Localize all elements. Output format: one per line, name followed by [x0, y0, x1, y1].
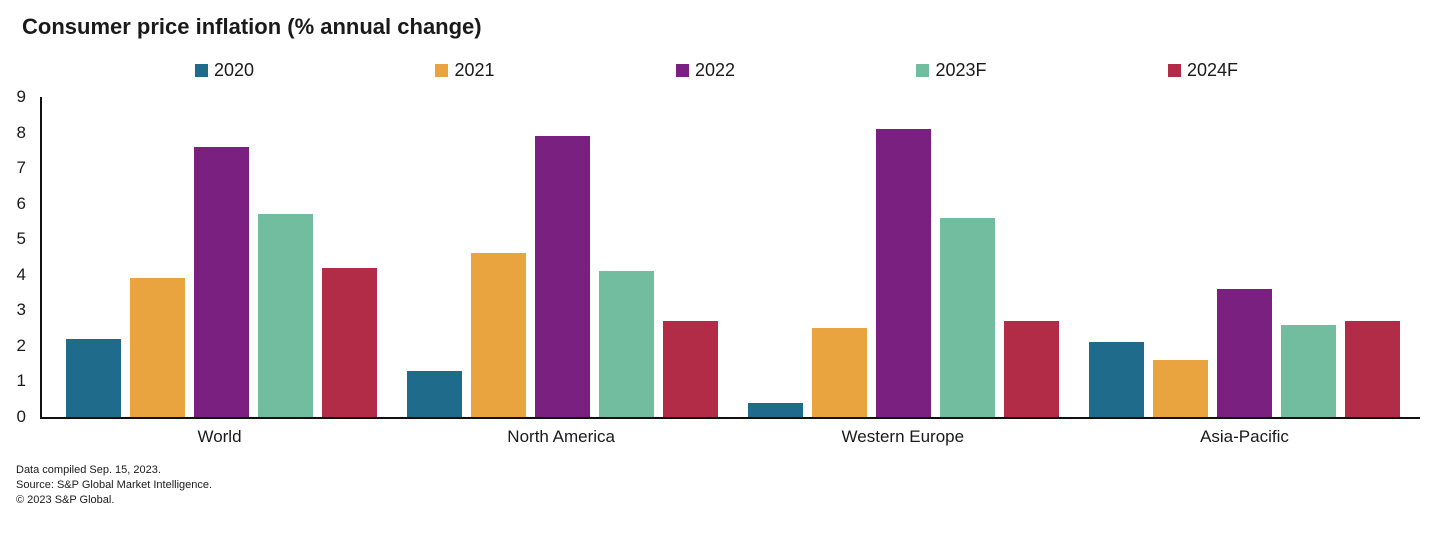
footnote-source: Source: S&P Global Market Intelligence. — [16, 479, 213, 491]
y-tick-label: 5 — [16, 229, 26, 249]
bar-group-north-america — [407, 136, 718, 417]
bar-2020-world — [66, 338, 121, 417]
y-tick-label: 8 — [16, 122, 26, 142]
legend-label: 2020 — [214, 60, 255, 80]
y-tick-label: 6 — [16, 193, 26, 213]
bar-2022-world — [194, 146, 249, 417]
plot-area — [40, 97, 1420, 419]
legend-item-2020: 2020 — [195, 60, 254, 81]
bar-2024f-world — [322, 267, 377, 417]
bar-group-asia-pacific — [1089, 289, 1400, 417]
bar-2023f-north-america — [599, 271, 654, 417]
bar-2020-asia-pacific — [1089, 342, 1144, 417]
legend-swatch-icon — [916, 64, 930, 77]
legend-swatch-icon — [195, 64, 208, 77]
bar-2024f-north-america — [663, 321, 718, 417]
legend: 2020 2021 2022 2023F 2024F — [195, 60, 1238, 81]
bar-2020-north-america — [407, 370, 462, 417]
y-tick-label: 7 — [16, 158, 26, 178]
chart-title: Consumer price inflation (% annual chang… — [22, 14, 482, 39]
legend-label: 2022 — [694, 60, 736, 80]
x-axis-label-asia-pacific: Asia-Pacific — [1200, 427, 1289, 446]
legend-swatch-icon — [435, 64, 449, 77]
footnote-copyright: © 2023 S&P Global. — [16, 494, 115, 506]
y-tick-label: 4 — [16, 264, 26, 284]
bar-2021-world — [130, 278, 185, 417]
bar-2021-north-america — [471, 253, 526, 417]
x-axis-labels: World North America Western Europe Asia-Pac… — [40, 427, 1420, 447]
legend-item-2024f: 2024F — [1167, 60, 1238, 81]
bar-2022-north-america — [535, 136, 590, 417]
legend-item-2021: 2021 — [435, 60, 495, 81]
chart-container: Consumer price inflation (% annual chang… — [0, 14, 1438, 508]
bar-2021-asia-pacific — [1153, 360, 1208, 417]
y-tick-label: 0 — [16, 407, 26, 426]
bar-group-world — [66, 146, 377, 417]
legend-item-2023f: 2023F — [916, 60, 987, 81]
bar-2023f-asia-pacific — [1281, 324, 1336, 417]
legend-item-2022: 2022 — [675, 60, 736, 81]
legend-swatch-icon — [1167, 64, 1181, 77]
x-axis-label-north-america: North America — [507, 427, 615, 446]
bar-2023f-western-europe — [940, 217, 995, 417]
legend-label: 2021 — [454, 60, 495, 80]
bar-group-western-europe — [748, 129, 1059, 417]
bar-2022-asia-pacific — [1217, 289, 1272, 417]
footnotes: Data compiled Sep. 15, 2023. Source: S&P… — [16, 463, 1438, 508]
y-tick-label: 1 — [16, 371, 26, 391]
bar-2024f-western-europe — [1004, 321, 1059, 417]
bar-2020-western-europe — [748, 402, 803, 417]
legend-swatch-icon — [675, 64, 689, 77]
bar-2023f-world — [258, 214, 313, 417]
y-tick-label: 9 — [16, 87, 26, 106]
y-tick-label: 2 — [16, 335, 26, 355]
bar-2022-western-europe — [876, 129, 931, 417]
y-axis: 0 1 2 3 4 5 6 7 8 9 — [0, 87, 36, 426]
legend-label: 2023F — [935, 60, 987, 80]
plot-wrap: 0 1 2 3 4 5 6 7 8 9 — [17, 87, 1420, 426]
bar-2024f-asia-pacific — [1345, 321, 1400, 417]
y-tick-label: 3 — [16, 300, 26, 320]
bar-2021-western-europe — [812, 328, 867, 417]
footnote-compiled: Data compiled Sep. 15, 2023. — [16, 464, 161, 476]
x-axis-label-world: World — [197, 427, 242, 446]
x-axis-label-western-europe: Western Europe — [841, 427, 965, 446]
legend-label: 2024F — [1186, 60, 1238, 80]
